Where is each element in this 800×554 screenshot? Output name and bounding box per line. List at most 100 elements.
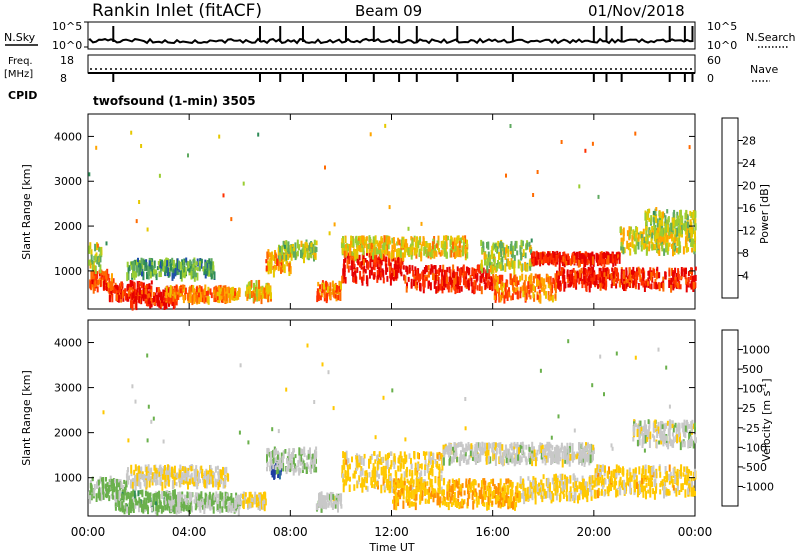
data-cell [163, 491, 166, 497]
data-cell [145, 491, 147, 496]
data-cell [672, 245, 675, 250]
data-cell [111, 293, 114, 303]
data-cell [117, 295, 120, 303]
data-cell [319, 295, 322, 301]
data-cell [686, 215, 689, 221]
data-cell [130, 499, 133, 504]
data-cell [162, 289, 165, 298]
data-cell [100, 275, 103, 280]
data-cell [585, 278, 588, 283]
data-cell [371, 470, 374, 478]
data-cell [269, 287, 272, 293]
data-cell [410, 252, 413, 260]
data-cell [204, 297, 207, 302]
data-cell [423, 274, 426, 281]
data-cell [639, 274, 642, 282]
data-cell [459, 279, 461, 286]
data-cell [524, 274, 527, 282]
data-cell [161, 491, 164, 500]
data-cell [157, 300, 160, 305]
data-cell [591, 256, 594, 265]
data-cell [442, 280, 445, 287]
data-cell [604, 272, 607, 281]
data-cell [694, 274, 697, 282]
data-cell [429, 249, 432, 258]
data-cell [337, 495, 340, 501]
data-cell [162, 505, 165, 513]
data-cell [379, 251, 382, 259]
data-cell [179, 494, 182, 502]
data-cell [505, 247, 507, 254]
data-cell [204, 262, 207, 270]
data-cell [347, 265, 350, 273]
data-cell [502, 291, 505, 299]
data-cell [350, 253, 353, 261]
data-cell [391, 486, 394, 493]
data-cell [453, 277, 456, 286]
data-cell [154, 467, 157, 474]
data-cell [134, 464, 137, 472]
data-cell [548, 295, 551, 302]
data-cell [585, 279, 588, 286]
data-cell [170, 295, 173, 305]
data-cell [108, 278, 111, 287]
data-cell [360, 248, 363, 253]
data-cell [386, 460, 389, 469]
data-cell [290, 253, 293, 261]
data-cell [501, 242, 504, 248]
data-cell [551, 251, 554, 259]
data-cell [491, 500, 494, 506]
data-cell [403, 242, 406, 250]
data-cell [162, 466, 165, 471]
data-cell [328, 231, 331, 236]
data-cell [334, 294, 337, 299]
data-cell [303, 446, 306, 455]
data-cell [482, 272, 485, 279]
data-cell [536, 278, 538, 287]
data-cell [157, 491, 160, 498]
data-cell [413, 237, 416, 242]
data-cell [116, 285, 119, 291]
data-cell [501, 256, 504, 263]
data-cell [342, 242, 345, 252]
data-cell [94, 255, 97, 263]
data-cell [292, 457, 295, 465]
data-cell [485, 254, 488, 260]
data-cell [234, 291, 236, 296]
data-cell [352, 238, 355, 247]
data-cell [396, 248, 398, 258]
data-cell [446, 276, 449, 284]
data-cell [370, 453, 373, 460]
data-cell [658, 283, 661, 292]
data-cell [89, 490, 92, 497]
data-cell [347, 468, 350, 477]
data-cell [228, 496, 231, 501]
data-cell [670, 222, 673, 232]
data-cell [332, 494, 335, 500]
data-cell [202, 498, 205, 505]
data-cell [646, 235, 649, 245]
data-cell [89, 259, 92, 264]
data-cell [193, 477, 196, 482]
data-cell [260, 288, 263, 293]
nsky-trace [88, 37, 694, 45]
data-cell [138, 263, 141, 270]
data-cell [462, 269, 465, 278]
data-cell [359, 270, 362, 280]
data-cell [146, 491, 149, 501]
data-cell [422, 451, 425, 456]
cpid-label: CPID [8, 89, 37, 102]
data-cell [509, 262, 512, 268]
data-cell [388, 474, 391, 483]
data-cell [188, 268, 191, 273]
data-cell [272, 464, 275, 470]
data-cell [414, 462, 417, 469]
data-cell [658, 272, 661, 279]
data-cell [485, 277, 488, 282]
data-cell [361, 276, 364, 286]
data-cell [132, 503, 135, 509]
data-cell [479, 275, 482, 283]
data-cell [405, 244, 408, 252]
data-cell [395, 501, 398, 511]
data-cell [459, 276, 462, 283]
